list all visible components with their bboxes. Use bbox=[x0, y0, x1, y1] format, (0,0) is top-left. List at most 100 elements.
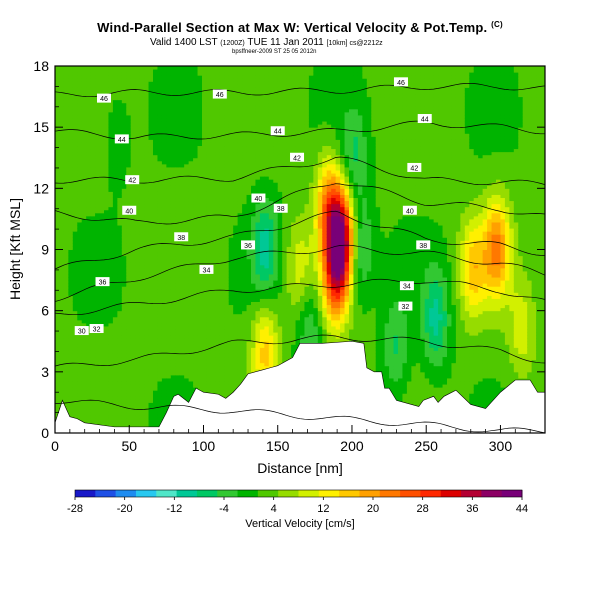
velocity-cell bbox=[117, 234, 123, 238]
velocity-cell bbox=[81, 381, 87, 385]
velocity-cell bbox=[99, 160, 105, 165]
velocity-cell bbox=[126, 252, 132, 257]
velocity-cell bbox=[153, 124, 158, 128]
velocity-cell bbox=[179, 359, 185, 364]
velocity-cell bbox=[77, 102, 83, 107]
velocity-cell bbox=[215, 215, 221, 220]
velocity-cell bbox=[202, 234, 207, 238]
velocity-cell bbox=[144, 182, 150, 186]
velocity-cell bbox=[117, 90, 123, 95]
velocity-cell bbox=[112, 270, 118, 275]
velocity-cell bbox=[170, 108, 176, 113]
velocity-cell bbox=[72, 237, 78, 241]
velocity-cell bbox=[63, 127, 69, 131]
velocity-cell bbox=[77, 194, 83, 199]
velocity-cell bbox=[144, 390, 150, 394]
velocity-cell bbox=[139, 384, 145, 388]
velocity-cell bbox=[215, 157, 221, 162]
velocity-cell bbox=[99, 356, 105, 361]
velocity-cell bbox=[135, 304, 141, 309]
velocity-cell bbox=[72, 160, 78, 165]
velocity-cell bbox=[179, 75, 185, 79]
velocity-cell bbox=[148, 329, 154, 333]
velocity-cell bbox=[153, 225, 158, 229]
velocity-cell bbox=[130, 99, 136, 104]
velocity-cell bbox=[210, 197, 216, 202]
velocity-cell bbox=[139, 396, 145, 400]
velocity-cell bbox=[148, 231, 154, 235]
velocity-cell bbox=[153, 212, 158, 217]
velocity-cell bbox=[63, 121, 69, 125]
velocity-cell bbox=[179, 185, 185, 189]
velocity-cell bbox=[135, 286, 141, 290]
velocity-cell bbox=[108, 362, 114, 367]
velocity-cell bbox=[81, 371, 87, 376]
velocity-cell bbox=[202, 121, 207, 125]
velocity-cell bbox=[108, 206, 114, 211]
velocity-cell bbox=[86, 301, 92, 306]
velocity-cell bbox=[135, 411, 141, 416]
velocity-cell bbox=[197, 84, 203, 88]
velocity-cell bbox=[197, 166, 203, 171]
velocity-cell bbox=[77, 218, 83, 223]
velocity-cell bbox=[157, 387, 163, 391]
velocity-cell bbox=[77, 405, 83, 410]
velocity-cell bbox=[144, 261, 150, 266]
velocity-cell bbox=[148, 273, 154, 278]
velocity-cell bbox=[104, 341, 109, 345]
velocity-cell bbox=[184, 286, 190, 290]
velocity-cell bbox=[86, 203, 92, 208]
velocity-cell bbox=[202, 188, 207, 192]
velocity-cell bbox=[81, 365, 87, 370]
velocity-cell bbox=[104, 90, 109, 95]
velocity-cell bbox=[215, 105, 221, 110]
velocity-cell bbox=[130, 341, 136, 345]
velocity-cell bbox=[104, 84, 109, 88]
velocity-cell bbox=[184, 365, 190, 370]
velocity-cell bbox=[144, 87, 150, 91]
velocity-cell bbox=[210, 191, 216, 195]
velocity-cell bbox=[219, 310, 225, 315]
velocity-cell bbox=[90, 420, 96, 425]
velocity-cell bbox=[112, 215, 118, 220]
velocity-cell bbox=[135, 423, 141, 428]
velocity-cell bbox=[72, 289, 78, 293]
velocity-cell bbox=[68, 405, 74, 410]
velocity-cell bbox=[215, 319, 221, 324]
velocity-cell bbox=[166, 273, 172, 278]
velocity-cell bbox=[59, 338, 65, 342]
velocity-cell bbox=[228, 221, 234, 226]
velocity-cell bbox=[77, 246, 83, 250]
velocity-cell bbox=[197, 338, 203, 342]
velocity-cell bbox=[95, 87, 101, 91]
velocity-cell bbox=[99, 298, 105, 302]
velocity-cell bbox=[166, 362, 172, 367]
velocity-cell bbox=[139, 78, 145, 82]
velocity-cell bbox=[166, 169, 172, 174]
velocity-cell bbox=[193, 93, 199, 98]
velocity-cell bbox=[63, 362, 69, 367]
velocity-cell bbox=[202, 133, 207, 137]
velocity-cell bbox=[166, 322, 172, 327]
velocity-cell bbox=[121, 127, 127, 131]
velocity-cell bbox=[184, 93, 190, 98]
velocity-cell bbox=[130, 117, 136, 122]
velocity-cell bbox=[188, 225, 194, 229]
velocity-cell bbox=[90, 96, 96, 101]
velocity-cell bbox=[77, 127, 83, 131]
velocity-cell bbox=[112, 286, 118, 290]
velocity-cell bbox=[77, 338, 83, 342]
velocity-cell bbox=[219, 286, 225, 290]
velocity-cell bbox=[202, 228, 207, 232]
velocity-cell bbox=[210, 371, 216, 376]
velocity-cell bbox=[86, 197, 92, 202]
velocity-cell bbox=[135, 249, 141, 254]
velocity-cell bbox=[135, 417, 141, 422]
velocity-cell bbox=[63, 225, 69, 229]
velocity-cell bbox=[72, 277, 78, 281]
velocity-cell bbox=[99, 188, 105, 192]
velocity-cell bbox=[233, 188, 239, 192]
velocity-cell bbox=[148, 157, 154, 162]
velocity-cell bbox=[55, 148, 60, 153]
velocity-cell bbox=[117, 420, 123, 425]
